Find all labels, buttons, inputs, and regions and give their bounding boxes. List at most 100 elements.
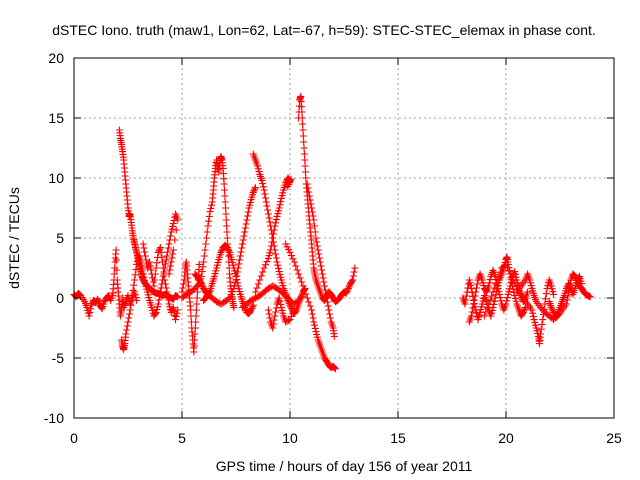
data-point-s13 bbox=[308, 310, 316, 318]
data-point-s17 bbox=[542, 290, 550, 298]
data-point-s4 bbox=[190, 348, 198, 356]
data-point-s2 bbox=[155, 296, 163, 304]
data-point-s3 bbox=[160, 270, 168, 278]
data-point-s11 bbox=[345, 283, 353, 291]
data-point-s15 bbox=[462, 296, 470, 304]
data-point-s2 bbox=[168, 254, 176, 262]
data-point-s3 bbox=[139, 240, 147, 248]
data-point-s5 bbox=[203, 228, 211, 236]
data-point-s13 bbox=[309, 314, 317, 322]
data-point-s8 bbox=[265, 214, 273, 222]
data-point-s7 bbox=[238, 244, 246, 252]
data-point-s8 bbox=[264, 210, 272, 218]
data-point-s17 bbox=[482, 308, 490, 316]
data-point-s14 bbox=[287, 312, 295, 320]
data-point-s9 bbox=[262, 261, 270, 269]
data-point-s9 bbox=[269, 234, 277, 242]
data-point-s17 bbox=[509, 276, 517, 284]
data-point-s7 bbox=[227, 291, 235, 299]
data-point-s7 bbox=[237, 248, 245, 256]
data-point-s3 bbox=[142, 256, 150, 264]
data-point-s13 bbox=[331, 365, 339, 373]
data-point-s4 bbox=[191, 336, 199, 344]
data-point-s13 bbox=[289, 255, 297, 263]
data-point-s17 bbox=[480, 312, 488, 320]
data-point-s5 bbox=[204, 222, 212, 230]
data-point-s16 bbox=[473, 280, 481, 288]
data-point-s2 bbox=[156, 288, 164, 296]
data-point-s7 bbox=[233, 272, 241, 280]
data-point-s13 bbox=[295, 270, 303, 278]
data-point-s0 bbox=[97, 304, 105, 312]
data-point-s11 bbox=[300, 150, 308, 158]
data-point-s16 bbox=[472, 288, 480, 296]
data-point-s5 bbox=[199, 263, 207, 271]
data-point-s16 bbox=[485, 282, 493, 290]
data-point-s2 bbox=[164, 244, 172, 252]
data-point-s7 bbox=[228, 288, 236, 296]
data-point-s7 bbox=[224, 295, 232, 303]
data-point-s12 bbox=[322, 290, 330, 298]
data-point-s17 bbox=[496, 268, 504, 276]
data-point-s13 bbox=[292, 262, 300, 270]
data-point-s9 bbox=[276, 201, 284, 209]
data-point-s16 bbox=[503, 294, 511, 302]
data-point-s9 bbox=[268, 238, 276, 246]
data-point-s3 bbox=[158, 253, 166, 261]
data-point-s12 bbox=[314, 246, 322, 254]
data-point-s15 bbox=[490, 297, 498, 305]
data-point-s8 bbox=[266, 218, 274, 226]
data-point-s6 bbox=[249, 303, 257, 311]
data-point-s12 bbox=[315, 250, 323, 258]
data-point-s12 bbox=[304, 184, 312, 192]
data-point-s6 bbox=[218, 247, 226, 255]
data-point-s4 bbox=[195, 260, 203, 268]
data-point-s19 bbox=[565, 281, 573, 289]
data-point-s17 bbox=[488, 292, 496, 300]
data-point-s2 bbox=[164, 248, 172, 256]
data-point-s11 bbox=[298, 108, 306, 116]
data-point-s8 bbox=[272, 250, 280, 258]
data-point-s7 bbox=[233, 268, 241, 276]
data-point-s9 bbox=[263, 258, 271, 266]
data-point-s3 bbox=[156, 245, 164, 253]
data-point-s2 bbox=[154, 300, 162, 308]
data-point-s7 bbox=[251, 184, 259, 192]
data-point-s5 bbox=[205, 212, 213, 220]
data-point-s7 bbox=[249, 188, 257, 196]
data-point-s5 bbox=[223, 234, 231, 242]
data-point-s9 bbox=[253, 284, 261, 292]
data-point-s15 bbox=[519, 308, 527, 316]
data-point-s11 bbox=[349, 272, 357, 280]
data-point-s12 bbox=[324, 302, 332, 310]
data-point-s9 bbox=[254, 280, 262, 288]
data-point-s0 bbox=[75, 290, 83, 298]
y-tick-label: -10 bbox=[44, 410, 64, 426]
data-point-s3 bbox=[147, 266, 155, 274]
x-tick-label: 20 bbox=[498, 430, 514, 446]
data-point-s2 bbox=[125, 314, 133, 322]
y-tick-label: -5 bbox=[52, 350, 65, 366]
data-point-s3 bbox=[157, 248, 165, 256]
data-point-s3 bbox=[159, 258, 167, 266]
data-point-s17 bbox=[490, 284, 498, 292]
data-point-s5 bbox=[205, 217, 213, 225]
data-point-s9 bbox=[272, 216, 280, 224]
data-point-s12 bbox=[310, 222, 318, 230]
data-point-s9 bbox=[277, 198, 285, 206]
y-tick-label: 0 bbox=[56, 290, 64, 306]
data-point-s5 bbox=[202, 240, 210, 248]
data-point-s7 bbox=[232, 276, 240, 284]
data-point-s2 bbox=[169, 220, 177, 228]
data-point-s19 bbox=[550, 308, 558, 316]
data-point-s4 bbox=[192, 312, 200, 320]
data-point-s3 bbox=[146, 258, 154, 266]
data-point-s16 bbox=[524, 288, 532, 296]
data-point-s19 bbox=[548, 305, 556, 313]
data-point-s13 bbox=[302, 290, 310, 298]
data-point-s5 bbox=[223, 228, 231, 236]
data-point-s17 bbox=[538, 320, 546, 328]
data-point-s14 bbox=[289, 309, 297, 317]
data-point-s11 bbox=[298, 114, 306, 122]
data-point-s8 bbox=[261, 190, 269, 198]
